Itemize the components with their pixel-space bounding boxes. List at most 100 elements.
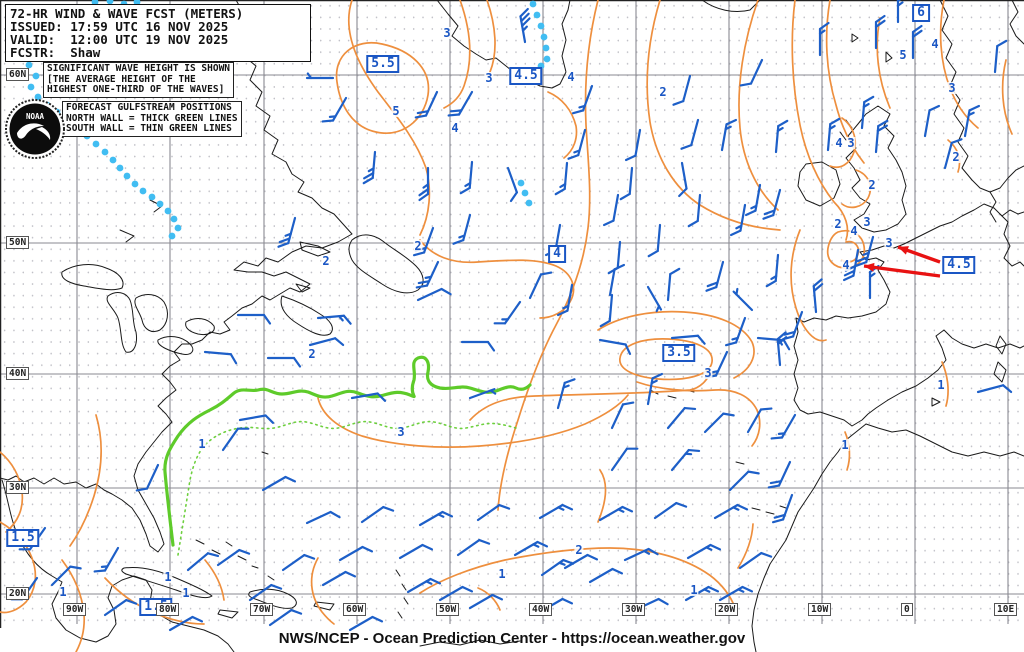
wind-barb — [874, 119, 889, 154]
wind-barb — [776, 331, 788, 367]
wave-height-legend: SIGNIFICANT WAVE HEIGHT IS SHOWN [THE AV… — [43, 62, 235, 98]
noaa-logo: NOAA — [4, 98, 66, 164]
wind-barb — [647, 223, 662, 258]
contour-value-label: 3 — [846, 136, 856, 150]
wind-barb — [860, 95, 875, 130]
contour-value-label: 2 — [951, 150, 961, 164]
contour-value-label: 5 — [391, 104, 401, 118]
map-caption: NWS/NCEP - Ocean Prediction Center - htt… — [278, 630, 746, 647]
wind-barb — [818, 21, 830, 57]
wind-barb — [770, 413, 797, 440]
contour-value-label: 3 — [484, 71, 494, 85]
contour-value-label: 4 — [841, 258, 851, 272]
wind-barb — [398, 543, 434, 560]
wind-barb — [103, 598, 138, 617]
wind-barb — [610, 447, 639, 472]
wind-barb — [415, 260, 440, 289]
wind-barb — [744, 183, 762, 217]
contour-value-label: 2 — [658, 85, 668, 99]
contour-value-label: 3 — [396, 425, 406, 439]
wind-barb — [418, 510, 454, 527]
wave-height-boxed-label: 4.5 — [509, 67, 543, 85]
wind-barb — [729, 203, 747, 237]
wind-barb — [963, 104, 981, 138]
contour-value-label: 1 — [197, 437, 207, 451]
noaa-bird-icon — [17, 123, 44, 139]
wind-barb — [713, 503, 749, 520]
wind-barb — [321, 570, 357, 587]
wave-legend-line: SIGNIFICANT WAVE HEIGHT IS SHOWN — [47, 63, 231, 74]
longitude-label: 70W — [250, 603, 274, 616]
wind-barb — [624, 128, 642, 162]
wind-barb — [653, 501, 688, 520]
wind-barb — [943, 138, 963, 170]
wave-legend-line: [THE AVERAGE HEIGHT OF THE — [47, 73, 196, 85]
wind-barb — [216, 548, 251, 567]
wind-barb — [874, 14, 886, 50]
wind-barb — [571, 84, 594, 115]
wind-barb — [203, 350, 238, 365]
wind-barb — [923, 104, 941, 138]
gulfstream-legend-line: FORECAST GULFSTREAM POSITIONS — [66, 102, 232, 113]
wind-barb — [348, 615, 384, 632]
wind-barb — [728, 470, 760, 492]
wind-barb — [236, 313, 272, 325]
red-callout-arrows — [863, 245, 941, 278]
contour-value-label: 1 — [58, 585, 68, 599]
forecaster-name: FCSTR: Shaw — [10, 45, 101, 60]
latitude-label: 30N — [6, 481, 30, 494]
wind-barb — [756, 336, 791, 351]
wind-barb — [687, 193, 702, 228]
wind-barb — [623, 547, 659, 562]
wave-height-boxed-label: 4 — [548, 245, 566, 263]
contour-value-label: 1 — [163, 570, 173, 584]
contour-value-label: 3 — [947, 81, 957, 95]
contour-value-label: 4 — [834, 136, 844, 150]
chart-title: 72-HR WIND & WAVE FCST (METERS) — [10, 6, 244, 21]
wind-barb — [438, 585, 474, 602]
contour-value-label: 1 — [936, 378, 946, 392]
wind-barb — [703, 412, 735, 434]
wind-barb — [506, 166, 518, 203]
wind-barb — [720, 118, 738, 152]
wind-barb — [406, 577, 442, 594]
gulfstream-legend-line: NORTH WALL = THICK GREEN LINES — [66, 112, 238, 124]
wind-barb — [362, 150, 377, 185]
contour-value-label: 4 — [566, 70, 576, 84]
wind-barb — [316, 314, 352, 325]
contour-value-label: 3 — [442, 26, 452, 40]
wind-barb — [418, 166, 430, 202]
wind-barb — [519, 7, 531, 44]
wind-barb — [602, 193, 620, 227]
contour-value-label: 3 — [862, 215, 872, 229]
wind-barb — [281, 553, 316, 572]
wind-barb — [666, 406, 697, 430]
wind-barb — [670, 334, 706, 345]
wind-barb — [186, 552, 220, 572]
wind-barb — [468, 388, 497, 400]
contour-value-label: 4 — [849, 224, 859, 238]
issued-time: ISSUED: 17:59 UTC 16 NOV 2025 — [10, 19, 229, 34]
longitude-label: 10W — [808, 603, 832, 616]
wind-barb — [774, 119, 789, 154]
contour-value-label: 2 — [833, 217, 843, 231]
contour-value-label: 1 — [497, 567, 507, 581]
wind-barb — [308, 337, 345, 347]
wind-barb — [598, 338, 632, 356]
wind-barb — [599, 293, 614, 328]
wave-height-boxed-label: 6 — [912, 4, 930, 22]
wind-barb — [855, 235, 875, 267]
wind-barb — [619, 166, 634, 201]
wind-barb — [588, 567, 624, 584]
wind-barb — [238, 414, 275, 424]
contour-value-label: 5 — [898, 48, 908, 62]
wind-barb — [771, 493, 794, 524]
valid-time: VALID: 12:00 UTC 19 NOV 2025 — [10, 32, 229, 47]
wind-barb — [452, 213, 472, 245]
contour-value-label: 1 — [689, 583, 699, 597]
wind-barb — [513, 540, 549, 557]
wind-barb — [976, 384, 1013, 394]
wind-barb — [724, 316, 747, 347]
wind-barb — [556, 378, 576, 410]
